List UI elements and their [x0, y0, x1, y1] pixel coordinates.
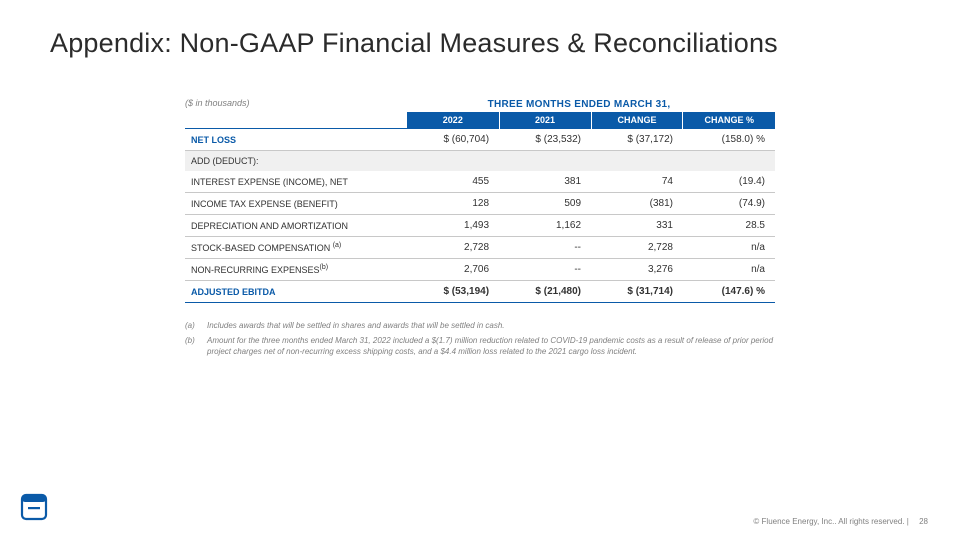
cell-value: 74 [591, 171, 683, 193]
cell-value: -- [499, 259, 591, 281]
company-logo-icon [20, 493, 48, 526]
cell-value: 455 [407, 171, 499, 193]
footnote-text: Includes awards that will be settled in … [207, 321, 505, 332]
footnote-key: (b) [185, 336, 207, 358]
col-change: CHANGE [591, 112, 683, 129]
footnotes: (a)Includes awards that will be settled … [185, 321, 775, 357]
table-row: NON-RECURRING EXPENSES(b)2,706--3,276n/a [185, 259, 775, 281]
col-2021: 2021 [499, 112, 591, 129]
row-label: STOCK-BASED COMPENSATION (a) [185, 237, 407, 259]
row-label: INCOME TAX EXPENSE (BENEFIT) [185, 193, 407, 215]
cell-value [591, 151, 683, 172]
cell-value: 3,276 [591, 259, 683, 281]
col-2022: 2022 [407, 112, 499, 129]
row-label: INTEREST EXPENSE (INCOME), NET [185, 171, 407, 193]
copyright-text: © Fluence Energy, Inc.. All rights reser… [753, 517, 908, 526]
table-row: ADD (DEDUCT): [185, 151, 775, 172]
cell-value: 2,728 [591, 237, 683, 259]
cell-value: 28.5 [683, 215, 775, 237]
header-spacer [185, 112, 407, 129]
cell-value: 2,728 [407, 237, 499, 259]
cell-value [683, 151, 775, 172]
footnote-key: (a) [185, 321, 207, 332]
period-header: THREE MONTHS ENDED MARCH 31, [383, 99, 775, 110]
footnote: (b)Amount for the three months ended Mar… [185, 336, 775, 358]
cell-value: $ (23,532) [499, 129, 591, 151]
row-label: ADJUSTED EBITDA [185, 281, 407, 303]
cell-value: -- [499, 237, 591, 259]
page-number: 28 [919, 517, 928, 526]
table-row: NET LOSS$ (60,704)$ (23,532)$ (37,172)(1… [185, 129, 775, 151]
row-label: NET LOSS [185, 129, 407, 151]
cell-value: 509 [499, 193, 591, 215]
row-label: NON-RECURRING EXPENSES(b) [185, 259, 407, 281]
cell-value: (19.4) [683, 171, 775, 193]
cell-value: $ (37,172) [591, 129, 683, 151]
table-row: INTEREST EXPENSE (INCOME), NET45538174(1… [185, 171, 775, 193]
table-row: STOCK-BASED COMPENSATION (a)2,728--2,728… [185, 237, 775, 259]
footnote-text: Amount for the three months ended March … [207, 336, 775, 358]
cell-value: $ (21,480) [499, 281, 591, 303]
table-row: ADJUSTED EBITDA$ (53,194)$ (21,480)$ (31… [185, 281, 775, 303]
cell-value: n/a [683, 237, 775, 259]
cell-value: $ (60,704) [407, 129, 499, 151]
cell-value: (381) [591, 193, 683, 215]
cell-value: 381 [499, 171, 591, 193]
table-row: DEPRECIATION AND AMORTIZATION1,4931,1623… [185, 215, 775, 237]
footnote-ref: (a) [333, 242, 342, 249]
cell-value [499, 151, 591, 172]
slide-footer: © Fluence Energy, Inc.. All rights reser… [753, 517, 928, 526]
table-caption: ($ in thousands) [185, 98, 250, 108]
row-label: DEPRECIATION AND AMORTIZATION [185, 215, 407, 237]
reconciliation-table: 2022 2021 CHANGE CHANGE % NET LOSS$ (60,… [185, 112, 775, 303]
table-row: INCOME TAX EXPENSE (BENEFIT)128509(381)(… [185, 193, 775, 215]
cell-value [407, 151, 499, 172]
cell-value: 2,706 [407, 259, 499, 281]
cell-value: 1,493 [407, 215, 499, 237]
cell-value: (147.6) % [683, 281, 775, 303]
cell-value: 1,162 [499, 215, 591, 237]
cell-value: (158.0) % [683, 129, 775, 151]
footnote-ref: (b) [320, 264, 329, 271]
row-label: ADD (DEDUCT): [185, 151, 407, 172]
cell-value: 128 [407, 193, 499, 215]
cell-value: $ (53,194) [407, 281, 499, 303]
reconciliation-table-container: ($ in thousands) THREE MONTHS ENDED MARC… [185, 93, 775, 357]
cell-value: n/a [683, 259, 775, 281]
cell-value: $ (31,714) [591, 281, 683, 303]
col-change-pct: CHANGE % [683, 112, 775, 129]
cell-value: (74.9) [683, 193, 775, 215]
footnote: (a)Includes awards that will be settled … [185, 321, 775, 332]
slide-title: Appendix: Non-GAAP Financial Measures & … [50, 28, 910, 59]
cell-value: 331 [591, 215, 683, 237]
